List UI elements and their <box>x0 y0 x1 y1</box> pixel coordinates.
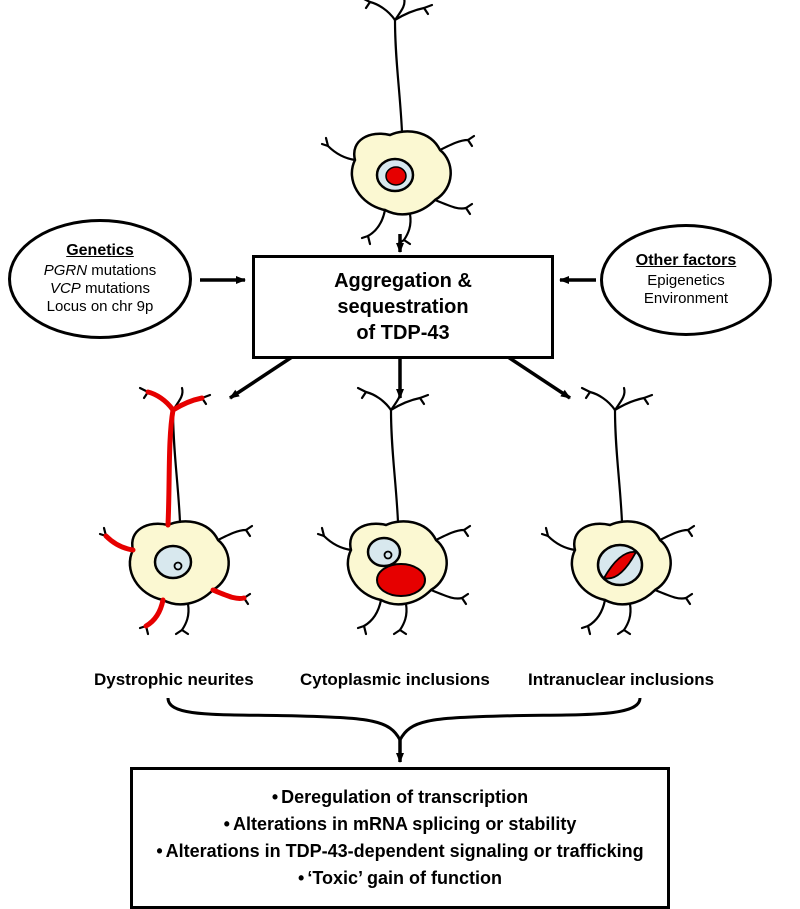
outcomes-box: Deregulation of transcription Alteration… <box>130 767 670 909</box>
neuron-cytoplasmic <box>318 388 470 634</box>
agg-line1: Aggregation & sequestration <box>273 268 533 320</box>
other-line-1: Epigenetics <box>647 272 725 290</box>
svg-overlay <box>0 0 800 893</box>
genetics-title: Genetics <box>66 242 134 260</box>
other-factors-title: Other factors <box>636 252 736 270</box>
neuron-dystrophic <box>100 388 252 634</box>
caption-dystrophic: Dystrophic neurites <box>94 670 254 690</box>
gene-vcp-rest: mutations <box>81 280 150 297</box>
neuron-top <box>322 0 474 244</box>
outcome-1: Deregulation of transcription <box>153 784 647 811</box>
genetics-line-2: VCP mutations <box>50 280 150 298</box>
genetics-line-3: Locus on chr 9p <box>47 298 154 316</box>
caption-intranuclear: Intranuclear inclusions <box>528 670 714 690</box>
other-line-2: Environment <box>644 290 728 308</box>
agg-line2: of TDP-43 <box>273 320 533 346</box>
genetics-ellipse: Genetics PGRN mutations VCP mutations Lo… <box>8 219 192 339</box>
gene-pgrn-rest: mutations <box>87 262 156 279</box>
other-factors-ellipse: Other factors Epigenetics Environment <box>600 224 772 336</box>
neuron-intranuclear <box>542 388 694 634</box>
caption-cytoplasmic: Cytoplasmic inclusions <box>300 670 490 690</box>
outcome-4: ‘Toxic’ gain of function <box>153 865 647 892</box>
aggregation-box: Aggregation & sequestration of TDP-43 <box>252 255 554 359</box>
genetics-line-1: PGRN mutations <box>44 262 157 280</box>
outcome-2: Alterations in mRNA splicing or stabilit… <box>153 811 647 838</box>
gene-pgrn: PGRN <box>44 262 87 279</box>
diagram-root: Genetics PGRN mutations VCP mutations Lo… <box>0 0 800 893</box>
gene-vcp: VCP <box>50 280 81 297</box>
brace-connector <box>168 698 640 740</box>
outcome-3: Alterations in TDP-43-dependent signalin… <box>153 838 647 865</box>
